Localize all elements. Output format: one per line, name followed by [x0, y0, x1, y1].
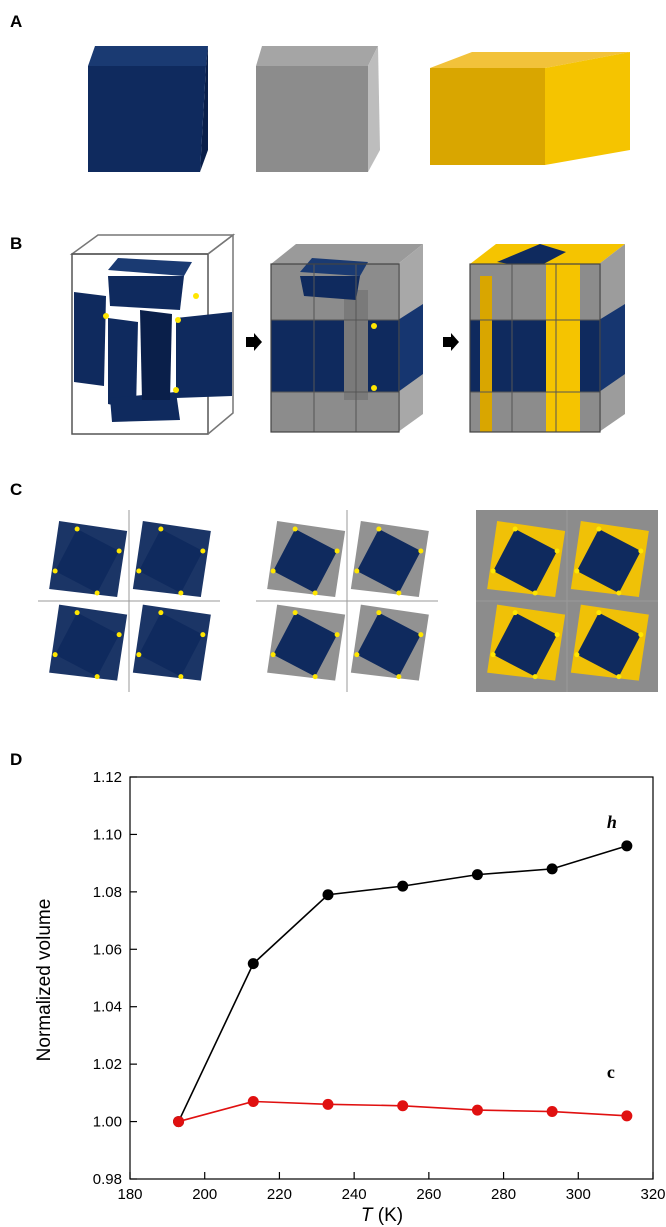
tiling-gray [256, 510, 438, 692]
y-tick-label: 1.04 [93, 999, 122, 1016]
data-point-h [322, 889, 334, 901]
data-point-c [173, 1116, 185, 1128]
data-point-c [546, 1106, 558, 1118]
y-tick-label: 1.10 [93, 826, 122, 843]
x-tick-label: 300 [566, 1186, 591, 1203]
y-tick-label: 1.06 [93, 941, 122, 958]
arrow-right-icon [246, 333, 262, 351]
x-tick-label: 200 [192, 1186, 217, 1203]
tiling-gold [476, 510, 658, 692]
x-tick-label: 320 [640, 1186, 665, 1203]
data-point-h [397, 880, 409, 892]
gray-cube [256, 46, 380, 172]
x-tick-label: 240 [342, 1186, 367, 1203]
data-point-c [621, 1110, 633, 1122]
y-tick-label: 0.98 [93, 1171, 122, 1188]
panel-b-assemblies [69, 233, 625, 435]
arrow-right-icon [443, 333, 459, 351]
panel-c-tilings [38, 510, 658, 692]
tiling-navy [38, 510, 220, 692]
panel-label-d: D [10, 750, 23, 769]
data-point-c [322, 1098, 334, 1110]
gold-prism [430, 52, 630, 165]
panel-label-b: B [10, 234, 23, 253]
data-point-h [247, 958, 259, 970]
x-tick-label: 220 [267, 1186, 292, 1203]
data-point-h [621, 840, 633, 852]
panel-a-prisms [88, 46, 630, 172]
y-axis-label: Normalized volume [34, 899, 55, 1062]
y-tick-label: 1.00 [93, 1114, 122, 1131]
y-tick-label: 1.12 [93, 769, 122, 786]
plot-frame [129, 776, 654, 1180]
x-tick-label: 180 [117, 1186, 142, 1203]
navy-cube [88, 46, 208, 172]
wireframe-cube [69, 233, 236, 435]
x-tick-label: 260 [416, 1186, 441, 1203]
panel-label-c: C [10, 480, 23, 499]
data-point-c [471, 1104, 483, 1116]
series-label-c: c [607, 1062, 615, 1082]
data-point-h [546, 863, 558, 875]
panel-label-a: A [10, 12, 23, 31]
y-tick-label: 1.08 [93, 884, 122, 901]
gold-filled-cube [469, 244, 625, 433]
gray-frame-cube [270, 244, 423, 433]
data-point-c [397, 1100, 409, 1112]
data-point-h [471, 869, 483, 881]
x-axis-label: T (K) [361, 1205, 403, 1226]
data-point-c [247, 1095, 259, 1107]
x-tick-label: 280 [491, 1186, 516, 1203]
y-tick-label: 1.02 [93, 1056, 122, 1073]
series-label-h: h [607, 812, 617, 832]
